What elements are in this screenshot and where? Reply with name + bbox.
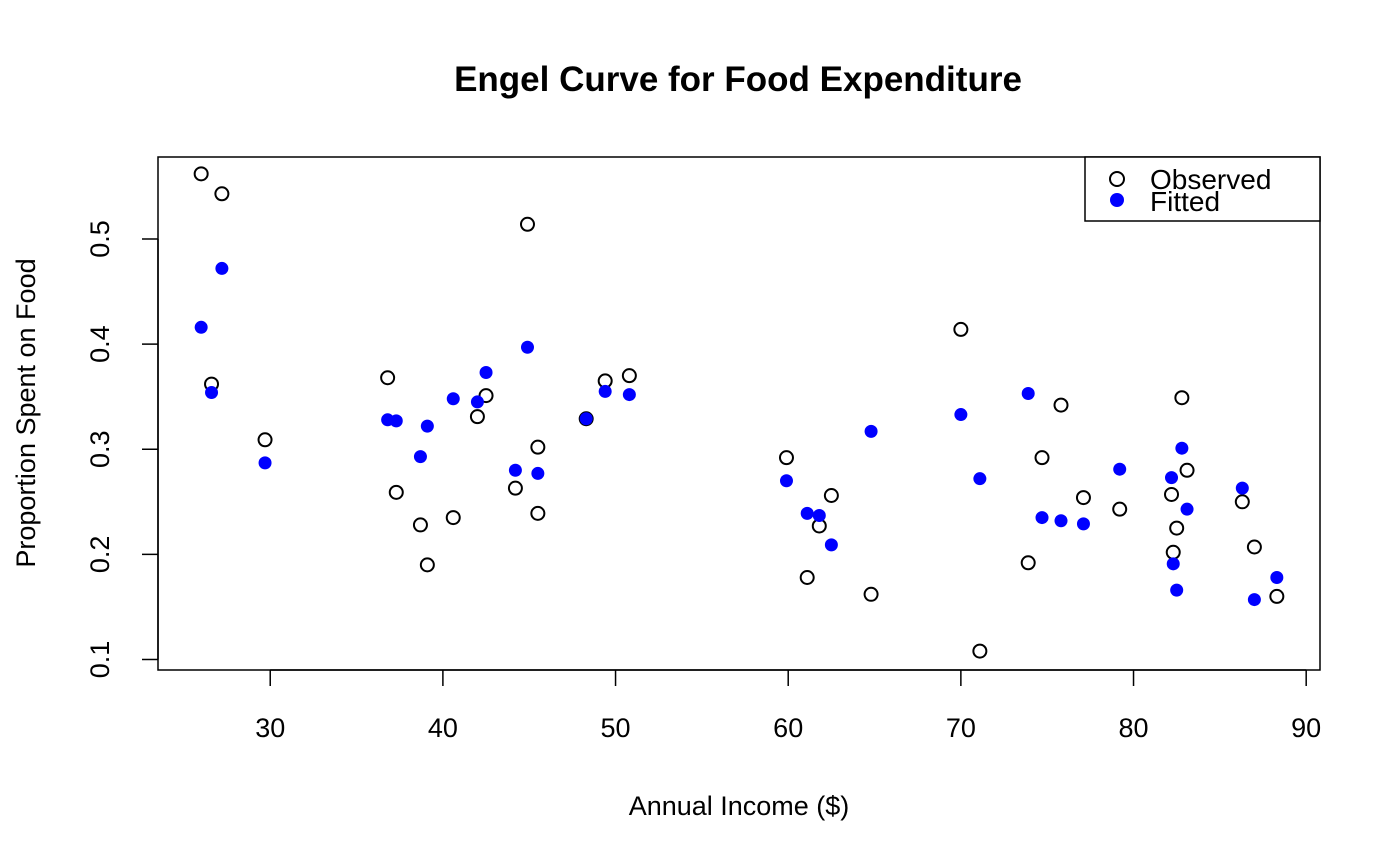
fitted-point — [1235, 481, 1249, 495]
observed-point — [469, 409, 485, 425]
fitted-point — [420, 419, 434, 433]
x-tick-label: 40 — [428, 713, 458, 743]
observed-point — [445, 510, 461, 526]
fitted-point — [508, 463, 522, 477]
fitted-point — [479, 366, 493, 380]
observed-point — [193, 166, 209, 182]
observed-point — [1179, 462, 1195, 478]
observed-point — [530, 439, 546, 455]
x-tick-label: 90 — [1291, 713, 1321, 743]
fitted-point — [864, 424, 878, 438]
observed-point — [621, 368, 637, 384]
fitted-point — [446, 392, 460, 406]
fitted-point — [622, 388, 636, 402]
fitted-point — [812, 508, 826, 522]
observed-point — [1075, 490, 1091, 506]
x-tick-label: 80 — [1119, 713, 1149, 743]
observed-point — [1164, 486, 1180, 502]
fitted-point — [1166, 557, 1180, 571]
x-tick-label: 50 — [601, 713, 631, 743]
observed-point — [799, 569, 815, 585]
fitted-point — [1180, 502, 1194, 516]
fitted-point — [1035, 511, 1049, 525]
observed-point — [519, 216, 535, 232]
observed-point — [823, 487, 839, 503]
x-axis: 30 40 50 60 70 80 90 — [255, 669, 1321, 743]
fitted-point — [1021, 387, 1035, 401]
observed-point — [1034, 450, 1050, 466]
plot-frame — [157, 156, 1321, 671]
observed-point — [507, 480, 523, 496]
chart-title: Engel Curve for Food Expenditure — [454, 60, 1022, 99]
legend-marker-observed — [1109, 171, 1125, 187]
fitted-point — [413, 450, 427, 464]
observed-point — [1053, 397, 1069, 413]
observed-point — [1246, 539, 1262, 555]
observed-point — [1174, 390, 1190, 406]
fitted-point — [389, 414, 403, 428]
observed-point — [419, 557, 435, 573]
fitted-point — [1054, 514, 1068, 528]
x-tick-label: 70 — [946, 713, 976, 743]
observed-point — [778, 450, 794, 466]
y-axis: 0.1 0.2 0.3 0.4 0.5 — [85, 220, 159, 679]
observed-point — [1020, 555, 1036, 571]
observed-point — [1165, 544, 1181, 560]
fitted-point — [779, 474, 793, 488]
x-tick-label: 60 — [773, 713, 803, 743]
observed-point — [1169, 520, 1185, 536]
fitted-point — [1270, 570, 1284, 584]
y-tick-label: 0.2 — [85, 536, 115, 574]
legend-label-observed: Observed — [1150, 164, 1271, 195]
fitted-point — [1165, 471, 1179, 485]
fitted-point — [1076, 517, 1090, 531]
legend-box — [1084, 156, 1321, 222]
y-tick-label: 0.4 — [85, 325, 115, 363]
fitted-point — [520, 340, 534, 354]
fitted-point — [1113, 462, 1127, 476]
observed-point — [530, 505, 546, 521]
legend: Observed Fitted — [1084, 156, 1321, 222]
observed-point — [214, 186, 230, 202]
observed-point — [412, 517, 428, 533]
observed-point — [478, 388, 494, 404]
fitted-point — [1175, 441, 1189, 455]
observed-point — [1112, 501, 1128, 517]
x-axis-label: Annual Income ($) — [629, 791, 850, 821]
y-tick-label: 0.1 — [85, 641, 115, 679]
fitted-point — [470, 395, 484, 409]
fitted-point — [800, 506, 814, 520]
fitted-point — [579, 412, 593, 426]
fitted-point — [258, 456, 272, 470]
fitted-point — [824, 538, 838, 552]
fitted-point — [194, 320, 208, 334]
x-tick-label: 30 — [255, 713, 285, 743]
observed-point — [972, 643, 988, 659]
legend-marker-fitted — [1110, 193, 1124, 207]
observed-point — [257, 432, 273, 448]
fitted-point — [205, 385, 219, 399]
observed-point — [380, 370, 396, 386]
y-tick-label: 0.5 — [85, 220, 115, 258]
fitted-point — [215, 261, 229, 275]
fitted-point — [954, 408, 968, 422]
observed-point — [863, 586, 879, 602]
y-axis-label: Proportion Spent on Food — [11, 258, 41, 567]
fitted-point — [1170, 583, 1184, 597]
scatter-points — [193, 166, 1285, 659]
fitted-point — [973, 472, 987, 486]
observed-point — [953, 321, 969, 337]
fitted-point — [1247, 593, 1261, 607]
observed-point — [1234, 494, 1250, 510]
y-tick-label: 0.3 — [85, 430, 115, 468]
legend-label-fitted: Fitted — [1150, 186, 1220, 217]
observed-point — [388, 484, 404, 500]
fitted-point — [598, 384, 612, 398]
observed-point — [1269, 588, 1285, 604]
fitted-point — [531, 466, 545, 480]
